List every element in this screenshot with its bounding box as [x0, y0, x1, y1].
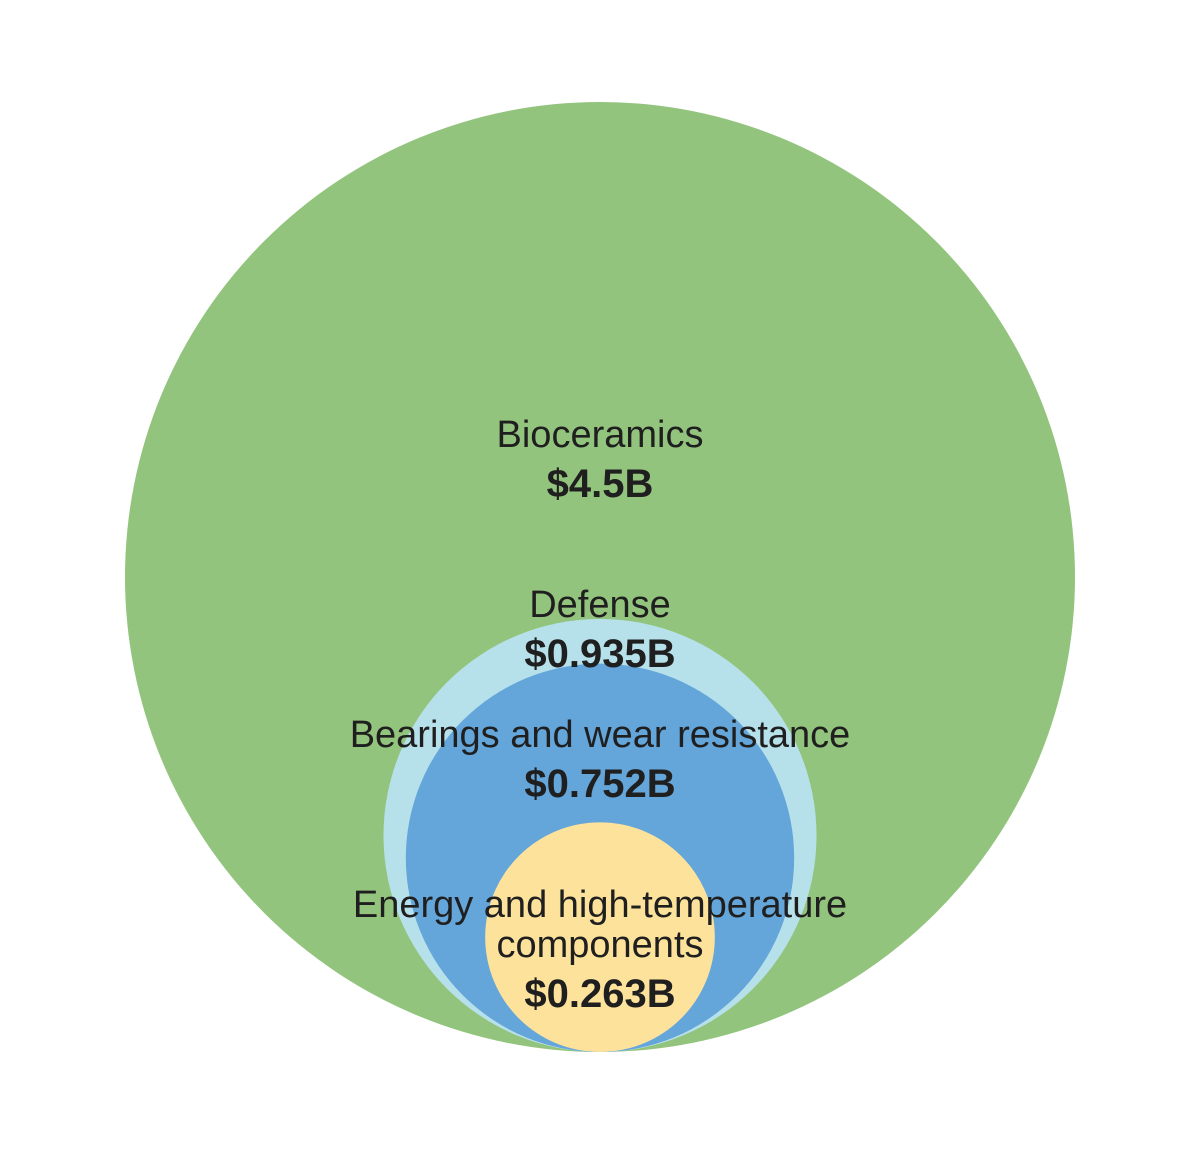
value-label: $0.935B	[524, 632, 675, 676]
value-label: $0.263B	[524, 972, 675, 1016]
label-group-defense: Defense $0.935B	[524, 584, 675, 676]
category-label: Bioceramics	[497, 414, 704, 456]
bubble-circles	[125, 102, 1075, 1052]
category-label: Defense	[529, 584, 671, 626]
bubble-bioceramics	[125, 102, 1075, 1052]
bubble-labels: Bioceramics $4.5B Defense $0.935B Bearings a…	[350, 414, 851, 1016]
bubble-energy-and-high-temperature-components	[485, 822, 715, 1052]
value-label: $0.752B	[524, 762, 675, 806]
category-label: Energy and high-temperature	[353, 884, 847, 926]
label-group-bearings-and-wear-resistance: Bearings and wear resistance $0.752B	[350, 714, 851, 806]
value-label: $4.5B	[547, 462, 654, 506]
category-label: components	[496, 924, 703, 966]
category-label: Bearings and wear resistance	[350, 714, 851, 756]
label-group-bioceramics: Bioceramics $4.5B	[497, 414, 704, 506]
